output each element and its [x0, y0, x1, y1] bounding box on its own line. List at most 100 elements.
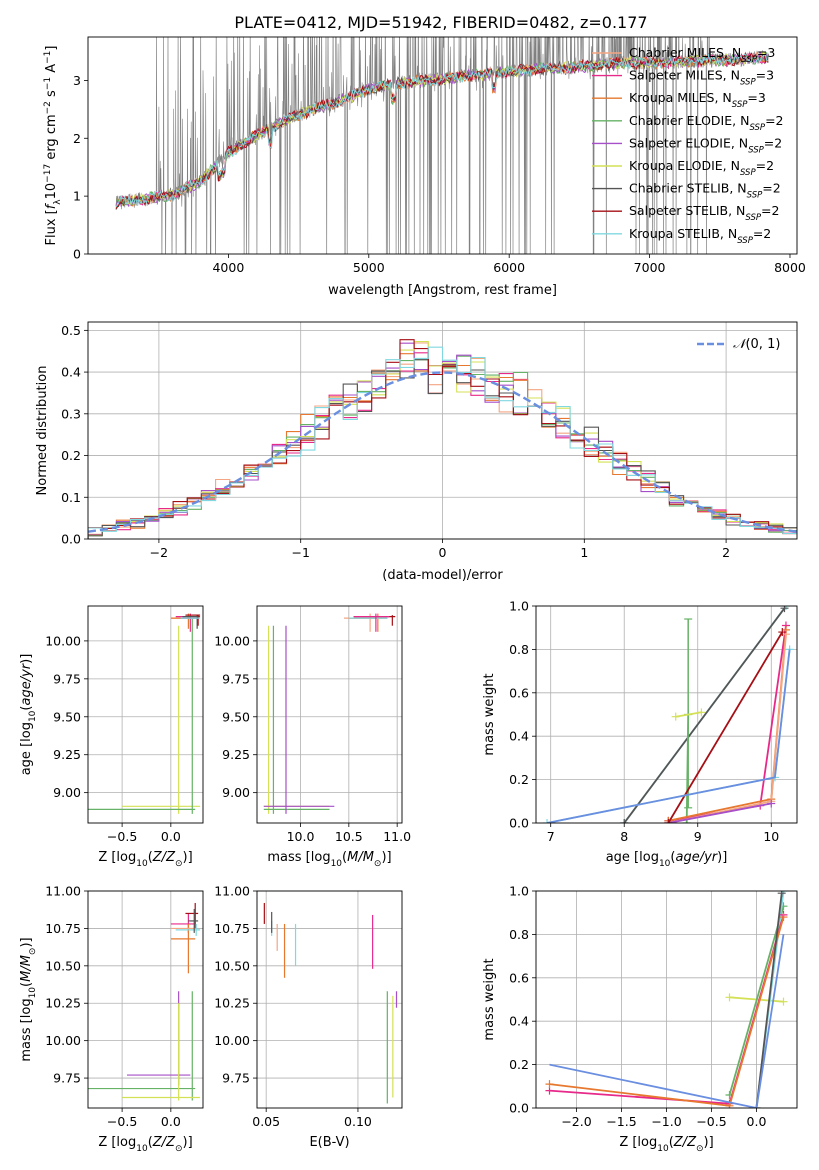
- axes-frame: [87, 890, 204, 1109]
- x-tick-label: 10.5: [335, 829, 363, 844]
- x-axis-label: Z [log10(Z/Z⊙)]: [619, 1135, 713, 1154]
- axes-frame: [256, 605, 403, 824]
- y-tick-label: 9.75: [53, 1071, 81, 1086]
- y-tick-label: 10.75: [214, 921, 250, 936]
- legend-label: Chabrier STELIB, NSSP=2: [629, 181, 781, 201]
- y-tick-label: 10.00: [214, 633, 250, 648]
- axes-frame: [535, 890, 798, 1109]
- y-tick-label: 0: [73, 247, 81, 262]
- y-tick-label: 10.50: [214, 958, 250, 973]
- mass-weight-marker: [543, 819, 552, 823]
- x-tick-label: 5000: [353, 260, 385, 275]
- mass-weight-marker: [780, 606, 789, 613]
- legend-label: Kroupa MILES, NSSP=3: [629, 90, 766, 110]
- y-tick-label: 0.4: [61, 365, 81, 380]
- y-tick-label: 0.4: [509, 1014, 529, 1029]
- y-tick-label: 0.4: [509, 729, 529, 744]
- y-axis-label: Flux [fλ10−17 erg cm−2 s−1 A−1]: [43, 46, 63, 246]
- plot-area-massweight_vs_Z: [545, 891, 788, 1108]
- y-tick-label: 10.75: [45, 921, 81, 936]
- mass-weight-line-6: [755, 893, 783, 1108]
- legend-label: Chabrier MILES, NSSP=3: [629, 45, 775, 65]
- y-tick-label: 1.0: [509, 884, 529, 899]
- x-axis-label: age [log10(age/yr)]: [606, 850, 728, 869]
- y-axis-label: mass weight: [482, 958, 497, 1040]
- mass-weight-line-6: [623, 607, 786, 823]
- x-tick-label: 4000: [212, 260, 244, 275]
- y-tick-label: 9.75: [53, 671, 81, 686]
- mass-weight-line-4: [668, 802, 772, 823]
- y-tick-label: 0.2: [61, 448, 81, 463]
- plot-area-residuals: [88, 339, 797, 539]
- panel-massweight_vs_Z: −2.0 −1.5 −1.0 −0.5 0.0 0.0 0.2 0.4 0.6 0.8 1.0 Z […: [482, 884, 798, 1154]
- y-tick-label: 0.6: [509, 685, 529, 700]
- figure-title: PLATE=0412, MJD=51942, FIBERID=0482, z=0…: [234, 13, 647, 32]
- x-tick-label: −1: [291, 545, 309, 560]
- x-tick-label: −2: [150, 545, 168, 560]
- axes-frame: [535, 605, 798, 824]
- mass-weight-line-blue: [549, 934, 785, 1108]
- y-tick-label: 9.25: [53, 747, 81, 762]
- plot-area-mass_vs_Z: [88, 902, 201, 1101]
- y-tick-label: 0.6: [509, 970, 529, 985]
- x-tick-label: 2: [722, 545, 730, 560]
- y-axis-label: age [log10(age/yr)]: [19, 654, 38, 776]
- mass-weight-line-3: [685, 714, 690, 823]
- y-tick-label: 1: [73, 189, 81, 204]
- x-tick-label: 8: [620, 829, 628, 844]
- x-tick-label: −1.0: [651, 1114, 681, 1129]
- axes-frame: [87, 321, 798, 540]
- x-tick-label: 8000: [774, 260, 806, 275]
- y-tick-label: 9.75: [222, 671, 250, 686]
- panel-mass_vs_ebv: 0.05 0.10 9.75 10.00 10.25 10.50 10.75 11.00 E(B…: [214, 884, 403, 1150]
- x-tick-label: 10.0: [287, 829, 315, 844]
- panel-age_vs_Z: −0.5 0.0 9.00 9.25 9.50 9.75 10.00 Z [log10(Z/Z…: [19, 605, 204, 869]
- axes-frame: [87, 605, 204, 824]
- y-tick-label: 11.00: [45, 884, 81, 899]
- mass-weight-marker: [664, 819, 673, 823]
- y-axis-label: mass [log10(M/M⊙)]: [19, 937, 38, 1061]
- panel-spectrum: 4000 5000 6000 7000 8000 0 1 2 3 wavelength [Angs…: [43, 36, 806, 298]
- y-tick-label: 9.50: [222, 709, 250, 724]
- x-tick-label: 7000: [634, 260, 666, 275]
- x-tick-label: 7: [547, 829, 555, 844]
- mass-weight-marker: [545, 1080, 554, 1089]
- chart-layer: 4000 5000 6000 7000 8000 0 1 2 3 wavelength [Angs…: [19, 36, 806, 1154]
- x-tick-label: 0.0: [161, 1114, 181, 1129]
- y-tick-label: 11.00: [214, 884, 250, 899]
- x-tick-label: −2.0: [561, 1114, 591, 1129]
- hist-6: [88, 359, 797, 539]
- y-tick-label: 0.1: [61, 490, 81, 505]
- mass-weight-marker: [767, 799, 776, 808]
- x-tick-label: 6000: [493, 260, 525, 275]
- y-tick-label: 0.3: [61, 406, 81, 421]
- model-line-8: [115, 53, 769, 207]
- legend-label: Salpeter ELODIE, NSSP=2: [629, 135, 782, 155]
- legend-label: Chabrier ELODIE, NSSP=2: [629, 113, 784, 133]
- y-axis-label: mass weight: [482, 673, 497, 755]
- y-tick-label: 0.8: [509, 927, 529, 942]
- mass-weight-marker: [779, 997, 788, 1006]
- mass-weight-line-5: [675, 711, 702, 718]
- plot-area-massweight_vs_age: [543, 606, 794, 823]
- y-tick-label: 0.0: [509, 816, 529, 831]
- mass-weight-marker: [777, 891, 786, 898]
- y-tick-label: 10.00: [214, 1033, 250, 1048]
- panel-residuals: −2 −1 0 1 2 0.0 0.1 0.2 0.3 0.4 0.5 (data-model)/er…: [35, 321, 798, 583]
- x-tick-label: −1.5: [606, 1114, 636, 1129]
- x-axis-label: mass [log10(M/M⊙)]: [267, 850, 391, 869]
- y-tick-label: 10.25: [45, 996, 81, 1011]
- mass-weight-marker: [725, 993, 734, 1002]
- hist-7: [88, 339, 797, 539]
- y-tick-label: 0.2: [509, 1057, 529, 1072]
- y-tick-label: 10.50: [45, 958, 81, 973]
- y-tick-label: 10.25: [214, 996, 250, 1011]
- mass-weight-line-3: [728, 905, 785, 1096]
- y-axis-label: Normed distribution: [35, 366, 50, 496]
- y-tick-label: 1.0: [509, 599, 529, 614]
- axes-frame: [87, 36, 798, 255]
- legend-label: Salpeter MILES, NSSP=3: [629, 68, 774, 88]
- y-tick-label: 10.00: [45, 633, 81, 648]
- x-axis-label: (data-model)/error: [382, 568, 503, 583]
- x-tick-label: −0.5: [107, 1114, 137, 1129]
